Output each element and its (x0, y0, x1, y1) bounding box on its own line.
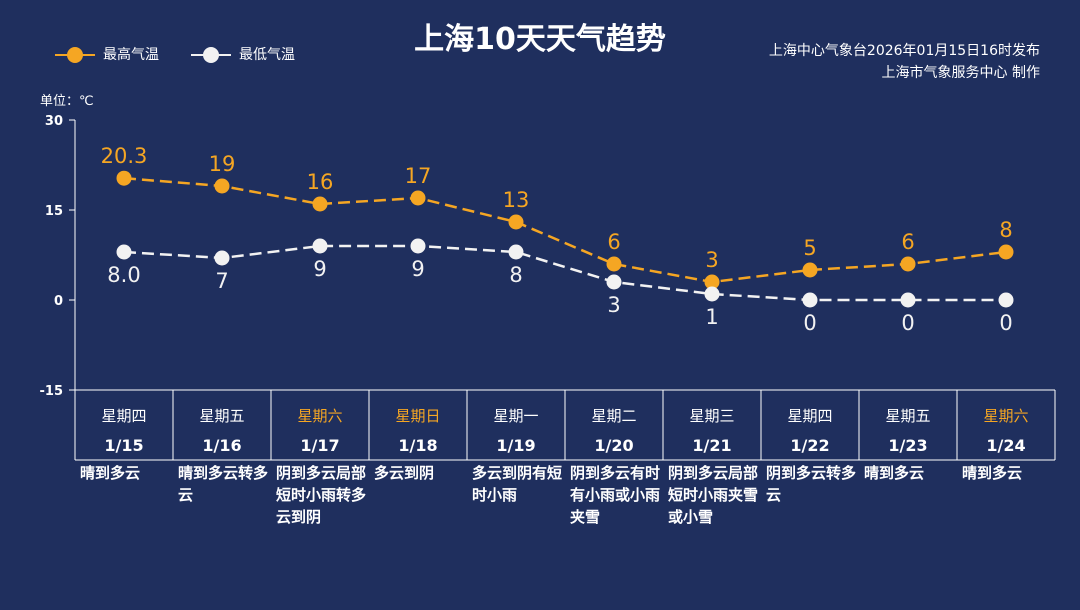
series-low-point-1 (214, 250, 230, 266)
series-high-point-1 (214, 178, 230, 194)
series-high-label-6: 3 (705, 248, 718, 272)
series-low-label-7: 0 (803, 311, 816, 335)
weather-desc-8: 晴到多云 (864, 464, 925, 482)
date-label-5: 1/20 (594, 436, 633, 455)
series-high-label-1: 19 (209, 152, 236, 176)
weather-desc-7: 阴到多云转多云 (766, 464, 857, 504)
series-low-point-4 (508, 244, 524, 260)
series-high-label-5: 6 (607, 230, 620, 254)
y-tick-label-2: 0 (54, 294, 63, 309)
series-high-point-2 (312, 196, 328, 212)
weather-desc-5: 阴到多云有时有小雨或小雨夹雪 (570, 464, 661, 526)
weekday-label-1: 星期五 (199, 407, 244, 425)
weekday-label-7: 星期四 (787, 407, 832, 425)
weather-desc-1: 晴到多云转多云 (178, 464, 269, 504)
series-high-point-0 (116, 170, 132, 186)
series-high-point-8 (900, 256, 916, 272)
y-tick-label-0: 30 (45, 114, 63, 129)
series-low-label-1: 7 (215, 269, 228, 293)
series-low-point-6 (704, 286, 720, 302)
legend-high-label: 最高气温 (103, 47, 159, 63)
series-high-label-4: 13 (503, 188, 530, 212)
series-high-point-5 (606, 256, 622, 272)
weather-desc-6: 阴到多云局部短时小雨夹雪或小雪 (668, 464, 759, 526)
chart-title: 上海10天天气趋势 (414, 22, 666, 57)
date-label-3: 1/18 (398, 436, 437, 455)
series-low-label-4: 8 (509, 263, 522, 287)
date-label-1: 1/16 (202, 436, 241, 455)
series-high-label-3: 17 (405, 164, 432, 188)
weekday-label-4: 星期一 (493, 407, 538, 425)
series-high-line (123, 176, 1007, 284)
series-high-point-7 (802, 262, 818, 278)
series-high-label-2: 16 (307, 170, 334, 194)
series-low-label-5: 3 (607, 293, 620, 317)
series-high-label-7: 5 (803, 236, 816, 260)
weekday-label-0: 星期四 (101, 407, 146, 425)
legend-high-marker (67, 47, 83, 63)
weather-desc-9: 晴到多云 (962, 464, 1023, 482)
series-low-point-8 (900, 292, 916, 308)
series-low-line (123, 244, 1006, 302)
legend-low-label: 最低气温 (239, 47, 295, 63)
weather-desc-3: 多云到阴 (374, 464, 435, 482)
y-tick-label-1: 15 (45, 204, 63, 219)
legend-low-marker (203, 47, 219, 63)
weekday-label-5: 星期二 (591, 407, 636, 425)
weekday-label-9: 星期六 (983, 407, 1028, 425)
date-label-7: 1/22 (790, 436, 829, 455)
source-line-2: 上海市气象服务中心 制作 (881, 65, 1040, 81)
weather-desc-0: 晴到多云 (80, 464, 141, 482)
series-high-label-0: 20.3 (101, 144, 148, 168)
series-high-point-3 (410, 190, 426, 206)
series-high-point-9 (998, 244, 1014, 260)
source-note: 上海中心气象台2026年01月15日16时发布 上海市气象服务中心 制作 (769, 40, 1040, 84)
date-label-8: 1/23 (888, 436, 927, 455)
series-low-label-6: 1 (705, 305, 718, 329)
weather-desc-4: 多云到阴有短时小雨 (472, 464, 563, 504)
series-low-point-7 (802, 292, 818, 308)
source-line-1: 上海中心气象台2026年01月15日16时发布 (768, 43, 1040, 59)
weekday-label-6: 星期三 (689, 407, 734, 425)
date-label-0: 1/15 (104, 436, 143, 455)
date-label-6: 1/21 (692, 436, 731, 455)
date-label-2: 1/17 (300, 436, 339, 455)
series-low-point-0 (116, 244, 132, 260)
date-label-9: 1/24 (986, 436, 1025, 455)
series-low-point-2 (312, 238, 328, 254)
date-label-4: 1/19 (496, 436, 535, 455)
weekday-label-2: 星期六 (297, 407, 342, 425)
series-low-label-2: 9 (313, 257, 326, 281)
series-low-label-8: 0 (901, 311, 914, 335)
series-low-label-0: 8.0 (107, 263, 140, 287)
series-high-point-6 (704, 274, 720, 290)
weather-desc-2: 阴到多云局部短时小雨转多云到阴 (276, 464, 367, 526)
y-tick-label-3: -15 (40, 384, 64, 399)
series-low-point-9 (998, 292, 1014, 308)
series-low-point-5 (606, 274, 622, 290)
weekday-label-3: 星期日 (395, 407, 440, 425)
series-low-label-9: 0 (999, 311, 1012, 335)
series-high-label-9: 8 (999, 218, 1012, 242)
series-high-label-8: 6 (901, 230, 914, 254)
series-high-point-4 (508, 214, 524, 230)
unit-label: 单位：℃ (40, 94, 94, 109)
series-low-label-3: 9 (411, 257, 424, 281)
series-low-point-3 (410, 238, 426, 254)
weekday-label-8: 星期五 (885, 407, 930, 425)
